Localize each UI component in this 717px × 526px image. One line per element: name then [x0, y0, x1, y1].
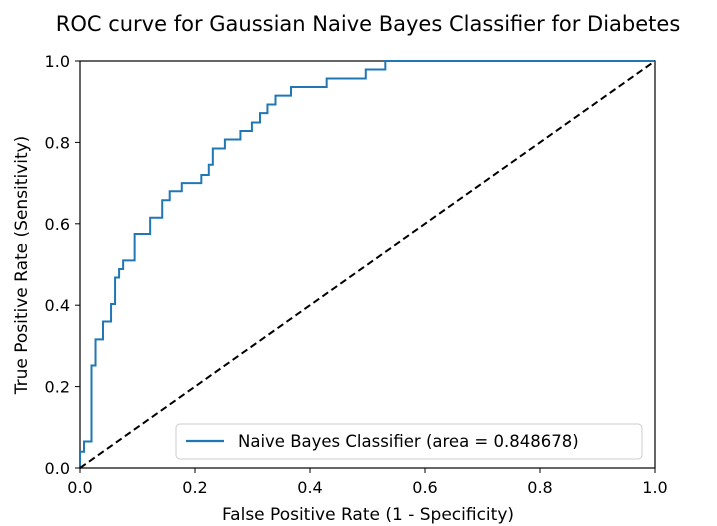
y-tick-label: 0.2 — [45, 378, 70, 397]
x-axis-ticks: 0.0 0.2 0.4 0.6 0.8 1.0 — [67, 468, 668, 497]
y-tick-label: 0.0 — [45, 459, 70, 478]
series-layer — [79, 60, 656, 469]
y-tick-label: 0.4 — [45, 296, 70, 315]
x-tick-label: 0.2 — [182, 478, 207, 497]
random-guess-diagonal-line — [79, 60, 656, 469]
x-tick-label: 0.4 — [297, 478, 322, 497]
y-tick-label: 0.8 — [45, 133, 70, 152]
y-axis-label: True Positive Rate (Sensitivity) — [12, 136, 32, 396]
y-tick-label: 1.0 — [45, 52, 70, 71]
x-axis-label: False Positive Rate (1 - Specificity) — [222, 505, 514, 525]
x-tick-label: 0.6 — [412, 478, 437, 497]
y-axis-ticks: 0.0 0.2 0.4 0.6 0.8 1.0 — [45, 52, 80, 478]
x-tick-label: 0.0 — [67, 478, 92, 497]
legend-label-naive-bayes: Naive Bayes Classifier (area = 0.848678) — [238, 432, 579, 451]
x-tick-label: 0.8 — [527, 478, 552, 497]
legend-box — [175, 423, 643, 460]
y-tick-label: 0.6 — [45, 215, 70, 234]
roc-curve-line — [79, 60, 655, 468]
x-tick-label: 1.0 — [642, 478, 667, 497]
chart-title: ROC curve for Gaussian Naive Bayes Class… — [56, 12, 681, 36]
legend: Naive Bayes Classifier (area = 0.848678) — [175, 423, 643, 460]
